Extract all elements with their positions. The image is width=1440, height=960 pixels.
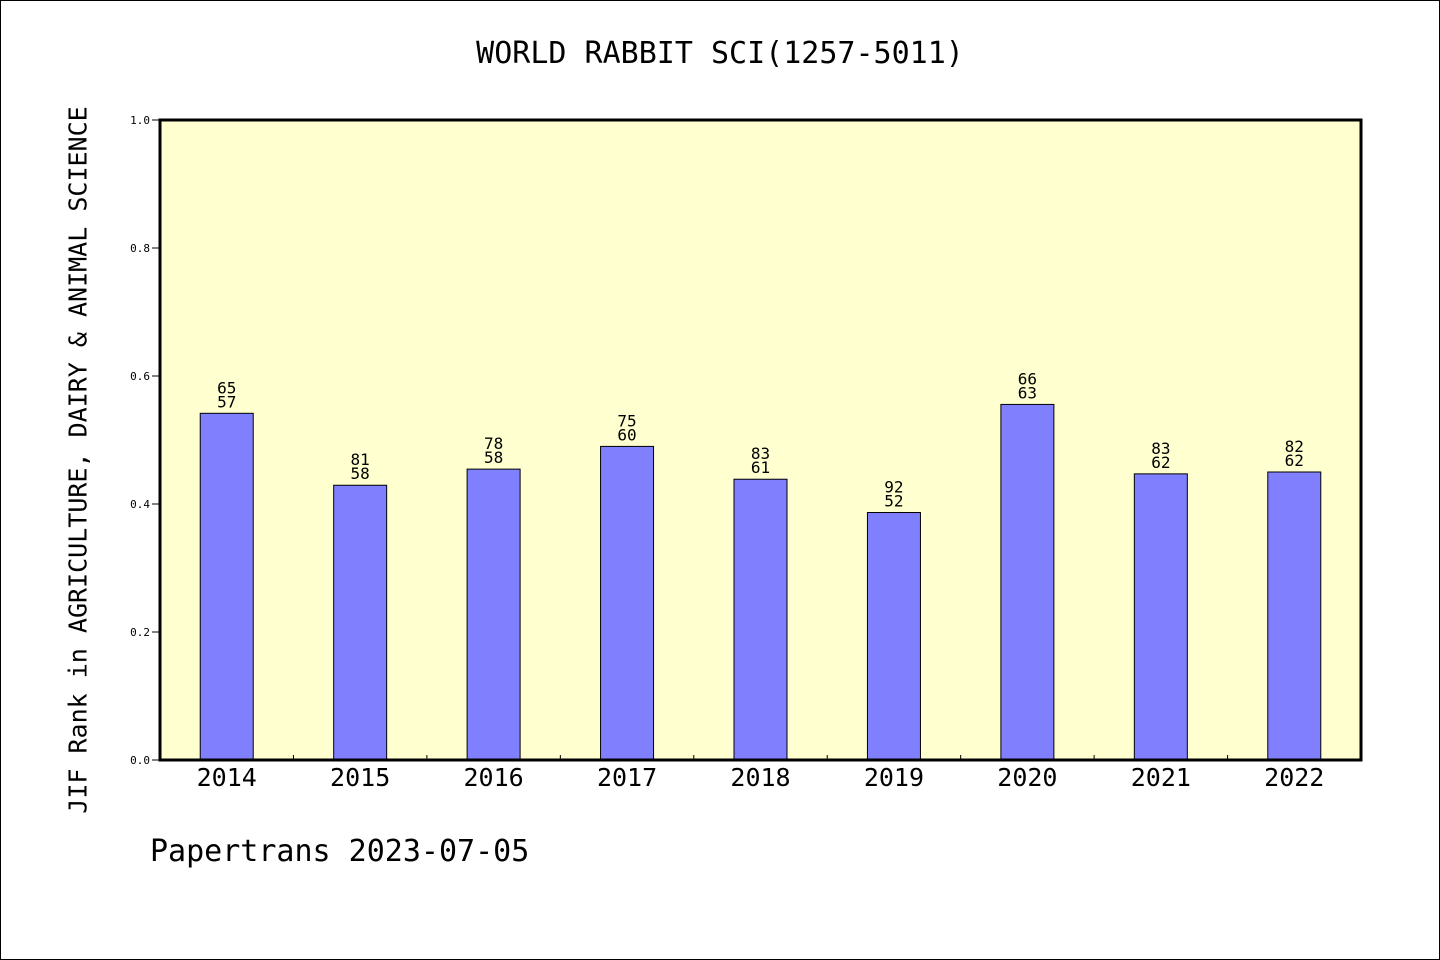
bar-label-bottom: 63 — [1018, 383, 1037, 402]
x-tick-label: 2015 — [330, 763, 390, 792]
x-tick-label: 2021 — [1131, 763, 1191, 792]
y-tick-label: 0.2 — [130, 626, 150, 639]
bar-label-top: 83 — [751, 444, 770, 463]
chart-title: WORLD RABBIT SCI(1257-5011) — [476, 36, 964, 71]
bar-label-bottom: 62 — [1285, 451, 1304, 470]
y-tick-label: 0.8 — [130, 242, 150, 255]
x-tick-label: 2014 — [197, 763, 257, 792]
footer-credit: Papertrans 2023-07-05 — [150, 834, 530, 869]
bar-label-top: 81 — [351, 450, 370, 469]
bar-label-top: 66 — [1018, 369, 1037, 388]
bar-label-top: 92 — [884, 478, 903, 497]
x-tick-label: 2022 — [1264, 763, 1324, 792]
y-tick-label: 0.0 — [130, 754, 150, 767]
bar-label-top: 82 — [1285, 437, 1304, 456]
x-tick-label: 2018 — [730, 763, 790, 792]
y-tick-label: 1.0 — [130, 114, 150, 127]
bar — [866, 512, 921, 761]
x-tick-label: 2020 — [997, 763, 1057, 792]
bar — [466, 468, 521, 761]
bar-label-top: 83 — [1151, 439, 1170, 458]
bar-label-top: 75 — [617, 411, 636, 430]
bar — [600, 445, 655, 761]
bar-label-bottom: 62 — [1151, 453, 1170, 472]
bar-label-bottom: 60 — [617, 425, 636, 444]
bar — [1133, 473, 1188, 761]
bar-label-bottom: 61 — [751, 458, 770, 477]
y-tick-label: 0.4 — [130, 498, 150, 511]
bar-label-bottom: 58 — [484, 448, 503, 467]
bar — [199, 412, 254, 761]
y-tick-label: 0.6 — [130, 370, 150, 383]
x-tick-label: 2019 — [864, 763, 924, 792]
bar — [1267, 471, 1322, 761]
x-tick-label: 2017 — [597, 763, 657, 792]
bar — [1000, 403, 1055, 761]
bar-label-bottom: 52 — [884, 492, 903, 511]
x-tick-label: 2016 — [464, 763, 524, 792]
bar — [733, 478, 788, 761]
bar-label-top: 65 — [217, 378, 236, 397]
bar-label-top: 78 — [484, 434, 503, 453]
bar-label-bottom: 58 — [351, 464, 370, 483]
plot-border — [158, 118, 1363, 762]
bar-label-bottom: 57 — [217, 392, 236, 411]
bar — [333, 484, 388, 761]
